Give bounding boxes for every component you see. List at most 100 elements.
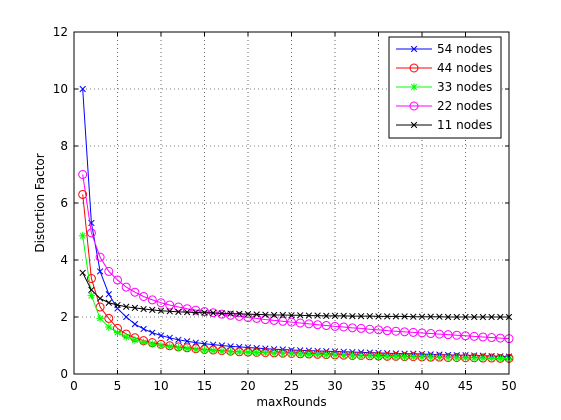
data-point	[201, 309, 208, 316]
data-point	[496, 354, 505, 363]
legend-item: 44 nodes	[396, 61, 492, 75]
data-point	[331, 351, 339, 359]
data-point	[183, 308, 191, 316]
data-point	[209, 309, 217, 317]
data-point	[409, 63, 419, 73]
data-point	[444, 353, 452, 362]
y-tick-label: 12	[53, 25, 68, 39]
data-point	[401, 313, 408, 320]
data-point	[313, 350, 322, 359]
data-point	[452, 330, 462, 340]
data-point	[226, 347, 235, 356]
axis-ticks	[73, 31, 510, 375]
data-point	[461, 331, 470, 341]
data-point	[96, 295, 104, 302]
data-point	[348, 351, 357, 360]
data-point	[392, 352, 400, 361]
data-point	[209, 346, 217, 355]
data-point	[269, 315, 279, 325]
data-point	[192, 345, 200, 354]
series-4	[78, 170, 514, 344]
data-point	[462, 313, 469, 321]
x-tick-label: 35	[371, 379, 386, 393]
data-point	[366, 352, 374, 360]
data-point	[227, 310, 234, 317]
data-point	[304, 319, 314, 329]
data-point	[426, 353, 435, 361]
y-tick-label: 6	[60, 196, 68, 210]
data-point	[444, 313, 452, 321]
data-point	[260, 315, 270, 325]
data-point	[470, 313, 478, 321]
data-point	[149, 329, 156, 336]
data-point	[410, 121, 418, 129]
data-point	[453, 353, 461, 362]
data-point	[140, 325, 147, 333]
data-point	[236, 310, 243, 318]
data-point	[479, 354, 487, 362]
data-point	[262, 311, 269, 318]
data-point	[461, 353, 470, 362]
data-point	[408, 327, 418, 337]
legend-label: 54 nodes	[437, 42, 492, 56]
data-point	[410, 45, 418, 53]
data-point	[131, 304, 139, 312]
data-point	[296, 350, 304, 358]
data-point	[426, 329, 436, 339]
data-point	[113, 275, 122, 285]
data-point	[296, 312, 304, 319]
data-point	[374, 325, 383, 335]
x-axis-label: maxRounds	[256, 395, 326, 409]
data-point	[313, 320, 323, 330]
data-point	[140, 305, 147, 313]
data-point	[166, 334, 173, 342]
y-tick-label: 2	[60, 310, 68, 324]
series-line	[82, 272, 509, 318]
data-point	[218, 310, 226, 317]
data-point	[410, 83, 418, 91]
data-point	[148, 340, 157, 348]
data-point	[175, 308, 182, 316]
data-point	[121, 282, 131, 292]
data-point	[235, 348, 244, 356]
data-point	[322, 351, 331, 359]
legend-item: 33 nodes	[396, 80, 492, 94]
data-point	[218, 347, 226, 355]
data-point	[87, 291, 96, 300]
x-tick-label: 50	[501, 379, 516, 393]
data-point	[78, 189, 88, 199]
data-point	[131, 336, 139, 344]
data-point	[400, 353, 409, 361]
data-point	[200, 346, 209, 354]
data-point	[234, 311, 244, 321]
data-point	[165, 300, 175, 310]
x-tick-label: 20	[240, 379, 255, 393]
data-point	[183, 344, 191, 353]
data-point	[295, 318, 305, 328]
x-tick-label: 0	[70, 379, 78, 393]
data-point	[488, 313, 495, 321]
data-point	[86, 274, 96, 284]
data-point	[470, 354, 478, 362]
data-point	[305, 350, 313, 359]
data-point	[443, 330, 453, 340]
data-point	[409, 101, 419, 111]
data-point	[157, 341, 165, 350]
data-point	[104, 313, 114, 323]
legend-label: 11 nodes	[437, 118, 492, 132]
data-point	[173, 302, 183, 312]
data-point	[244, 310, 252, 318]
data-point	[261, 349, 270, 357]
data-point	[382, 326, 392, 336]
data-point	[96, 268, 104, 275]
data-point	[105, 290, 113, 298]
data-point	[279, 349, 287, 358]
data-point	[236, 343, 243, 351]
data-point	[339, 322, 349, 332]
data-point	[113, 328, 122, 337]
data-point	[366, 312, 374, 320]
data-point	[122, 303, 130, 310]
series-line	[82, 88, 510, 358]
data-point	[95, 252, 105, 262]
data-point	[435, 353, 444, 362]
